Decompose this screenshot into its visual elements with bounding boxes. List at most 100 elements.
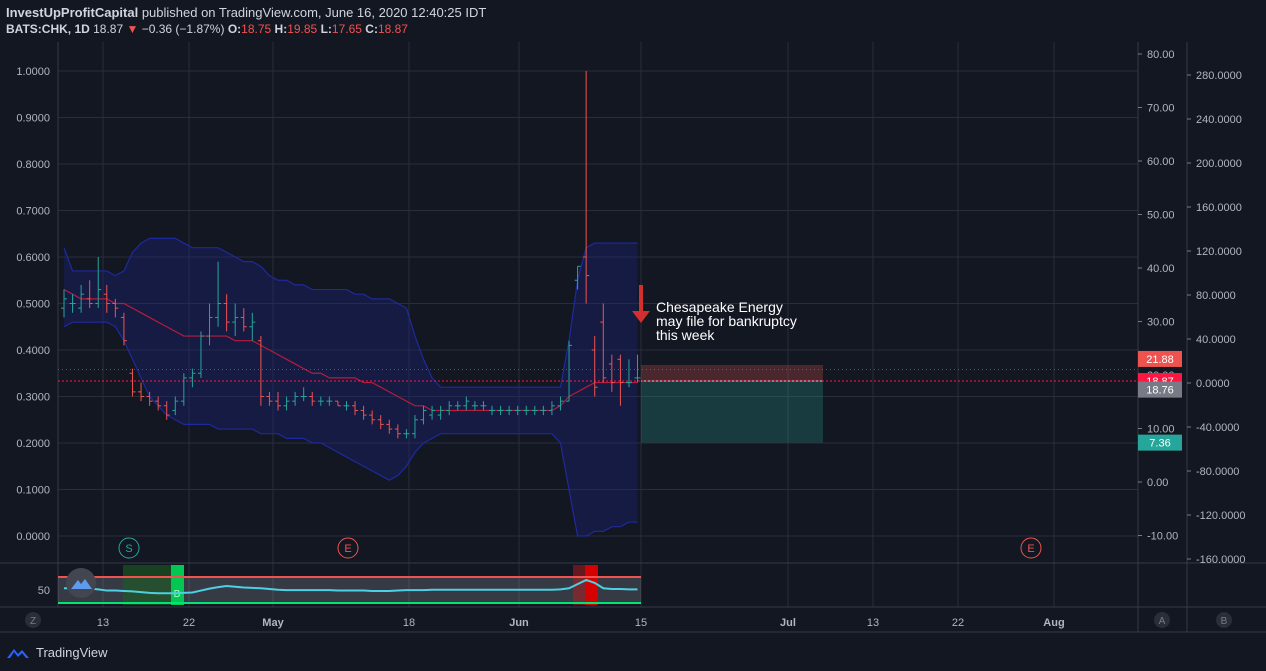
price-label-box: [1138, 350, 1182, 367]
tradingview-logo-icon: [7, 648, 29, 658]
ohlc-bar: [78, 284, 85, 313]
price-axis-tick: 30.00: [1147, 317, 1175, 329]
left-axis-tick: 0.3000: [16, 392, 50, 404]
scale-button[interactable]: B: [1216, 612, 1232, 628]
footer-brand[interactable]: TradingView: [6, 645, 108, 660]
ohlc-bar: [112, 298, 119, 318]
stop-zone: [641, 364, 823, 382]
price-label: 7.36: [1138, 434, 1182, 451]
price-change: −0.36 (−1.87%): [141, 22, 225, 36]
footer-brand-label: TradingView: [36, 645, 108, 660]
time-axis-tick: 13: [97, 617, 109, 629]
ohlc-bar: [360, 405, 367, 420]
right-axis-tick: 280.0000: [1196, 70, 1242, 82]
right-axis-tick: -160.0000: [1196, 554, 1246, 566]
ohlc-bar: [454, 401, 461, 411]
price-axis-tick: 60.00: [1147, 156, 1175, 168]
ohlc-bar: [61, 289, 67, 318]
right-axis-tick: 160.0000: [1196, 202, 1242, 214]
sell-signal: [585, 565, 598, 605]
ohlc-bar: [283, 396, 290, 411]
tv-watermark-glyph: [71, 579, 92, 589]
ohlc-bar: [343, 401, 350, 411]
left-axis-tick: 0.5000: [16, 299, 50, 311]
ohlc-bar: [223, 294, 230, 332]
left-axis-tick: 0.2000: [16, 438, 50, 450]
open-label: O:: [227, 22, 242, 36]
time-axis-tick: Jun: [509, 617, 529, 629]
bollinger-lower-line: [63, 321, 638, 537]
ohlc-bar: [103, 284, 110, 313]
event-marker-label: E: [1027, 543, 1034, 555]
ohlc-bar: [352, 401, 359, 416]
price-label: 18.76: [1138, 381, 1182, 398]
ohlc-bar: [471, 401, 478, 411]
event-marker-label: S: [125, 543, 132, 555]
price-axis-tick: 50.00: [1147, 210, 1175, 222]
event-marker: E: [1020, 537, 1042, 559]
down-arrow-icon: [632, 311, 650, 323]
publish-info: InvestUpProfitCapital published on Tradi…: [6, 5, 486, 20]
right-axis-tick: 240.0000: [1196, 114, 1242, 126]
ohlc-bar: [497, 405, 504, 416]
event-marker-circle: [118, 537, 140, 559]
ohlc-bar: [548, 401, 555, 416]
time-axis-tick: 13: [867, 617, 879, 629]
price-label-box: [1138, 434, 1182, 451]
ohlc-bar: [138, 382, 145, 402]
close-label: C:: [365, 22, 378, 36]
low-label: L:: [320, 22, 332, 36]
down-arrow-icon: ▼: [126, 22, 139, 36]
ohlc-bar: [625, 359, 632, 388]
right-axis-tick: 200.0000: [1196, 158, 1242, 170]
ohlc-bar: [120, 312, 127, 346]
event-marker-circle: [337, 537, 359, 559]
ohlc-bar: [309, 391, 316, 406]
ohlc-bar: [377, 415, 384, 430]
time-axis-tick: Jul: [780, 617, 796, 629]
ohlc-bar: [317, 396, 324, 406]
price-axis-tick: 0.00: [1147, 477, 1168, 489]
tv-watermark-icon: [66, 568, 96, 598]
ohlc-bar: [437, 405, 444, 420]
left-axis-tick: 0.6000: [16, 252, 50, 264]
publisher-name[interactable]: InvestUpProfitCapital: [6, 5, 139, 20]
ohlc-bar: [394, 424, 401, 439]
time-axis-tick: 22: [952, 617, 964, 629]
ohlc-bar: [386, 419, 393, 434]
ohlc-bar: [480, 401, 487, 411]
ohlc-bar: [566, 340, 573, 402]
right-axis-tick: 80.0000: [1196, 290, 1236, 302]
left-axis-tick: 0.8000: [16, 159, 50, 171]
left-axis-tick: 0.4000: [16, 345, 50, 357]
ohlc-bar: [326, 396, 333, 406]
time-axis-tick: Aug: [1043, 617, 1064, 629]
oscillator-tick: 50: [38, 585, 50, 597]
scale-button-label: B: [1221, 616, 1228, 627]
high-value: 19.85: [287, 22, 318, 36]
ohlc-bar: [446, 401, 453, 416]
price-axis-tick: -10.00: [1147, 531, 1178, 543]
scale-button-label: Z: [30, 616, 36, 627]
symbol-name[interactable]: BATS:CHK, 1D: [6, 22, 90, 36]
right-axis-tick: -120.0000: [1196, 510, 1246, 522]
annotation-text-line: may file for bankruptcy: [656, 313, 797, 329]
oscillator-line: [64, 578, 638, 595]
time-axis-tick: 18: [403, 617, 415, 629]
ohlc-bar: [257, 336, 264, 406]
close-value: 18.87: [377, 22, 408, 36]
ohlc-bar: [574, 265, 581, 290]
price-label-box: [1138, 381, 1182, 398]
scale-button-bg: [1216, 612, 1232, 628]
annotation-text-line: this week: [656, 327, 715, 343]
left-axis-tick: 0.1000: [16, 485, 50, 497]
buy-signal-label: B: [174, 589, 181, 600]
ohlc-bar: [617, 354, 624, 406]
low-value: 17.65: [331, 22, 362, 36]
scale-button[interactable]: A: [1154, 612, 1170, 628]
scale-button[interactable]: Z: [25, 612, 41, 628]
ohlc-bar: [334, 400, 341, 407]
event-marker: S: [118, 537, 140, 559]
price-label-text: 18.76: [1146, 385, 1174, 397]
